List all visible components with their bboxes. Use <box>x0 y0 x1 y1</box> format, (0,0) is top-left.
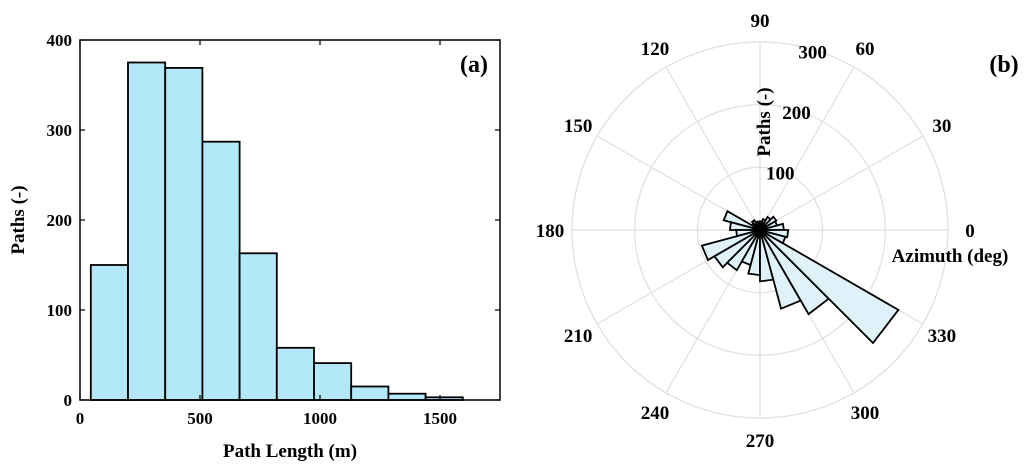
azimuth-tick-label: 90 <box>751 11 770 32</box>
azimuth-tick-label: 30 <box>932 116 951 137</box>
azimuth-tick-label: 150 <box>564 116 593 137</box>
histogram-bar <box>238 252 278 401</box>
panel-label-b: (b) <box>989 52 1018 78</box>
radial-ticks: 100 200 300 <box>766 42 827 184</box>
azimuth-axis-label: Azimuth (deg) <box>892 246 1009 267</box>
azimuth-grid-line <box>759 66 855 231</box>
azimuth-tick-label: 330 <box>928 326 957 347</box>
y-axis-label: Paths (-) <box>8 185 29 254</box>
y-axis-ticks: 0 100 200 300 400 <box>47 31 500 410</box>
y-tick-label: 100 <box>47 301 73 320</box>
x-axis-ticks: 0 500 1000 1500 <box>76 40 457 428</box>
azimuth-grid-line <box>665 66 761 231</box>
polar-bar <box>759 229 900 345</box>
azimuth-tick-label: 210 <box>564 326 593 347</box>
histogram-bar <box>201 140 241 401</box>
panel-label-a: (a) <box>460 52 488 78</box>
azimuth-tick-label: 180 <box>536 221 565 242</box>
histogram-bars <box>89 61 464 401</box>
radial-tick-label: 100 <box>766 163 795 184</box>
x-tick-label: 1500 <box>423 409 457 428</box>
x-axis-label: Path Length (m) <box>223 441 357 462</box>
azimuth-ticks: 0 30 60 90 120 150 180 210 240 270 300 330 <box>536 11 975 452</box>
polar-bars <box>700 209 900 345</box>
polar-bar <box>759 229 790 239</box>
azimuth-tick-label: 240 <box>641 403 670 424</box>
x-tick-label: 0 <box>76 409 85 428</box>
polar-histogram-panel: 0 30 60 90 120 150 180 210 240 270 300 330 100 200 30… <box>536 11 1019 452</box>
y-tick-label: 300 <box>47 121 73 140</box>
histogram-bar <box>164 67 204 401</box>
azimuth-tick-label: 60 <box>856 39 875 60</box>
y-tick-label: 200 <box>47 211 73 230</box>
azimuth-grid-line <box>759 135 924 231</box>
x-tick-label: 500 <box>187 409 213 428</box>
azimuth-tick-label: 300 <box>851 403 880 424</box>
histogram-bar <box>89 264 129 401</box>
radial-tick-label: 300 <box>798 42 827 63</box>
histogram-bar <box>350 385 390 401</box>
x-tick-label: 1000 <box>303 409 337 428</box>
y-tick-label: 0 <box>64 391 73 410</box>
y-tick-label: 400 <box>47 31 73 50</box>
histogram-panel: 0 500 1000 1500 0 100 200 300 400 Path Length (… <box>8 31 501 462</box>
histogram-bar <box>127 61 167 401</box>
radial-axis-label: Paths (-) <box>754 87 775 156</box>
histogram-bar <box>275 346 315 401</box>
histogram-bar <box>387 392 427 401</box>
histogram-bar <box>313 362 353 401</box>
azimuth-tick-label: 0 <box>965 221 975 242</box>
azimuth-tick-label: 120 <box>641 39 670 60</box>
azimuth-tick-label: 270 <box>746 431 775 452</box>
radial-tick-label: 200 <box>782 103 811 124</box>
